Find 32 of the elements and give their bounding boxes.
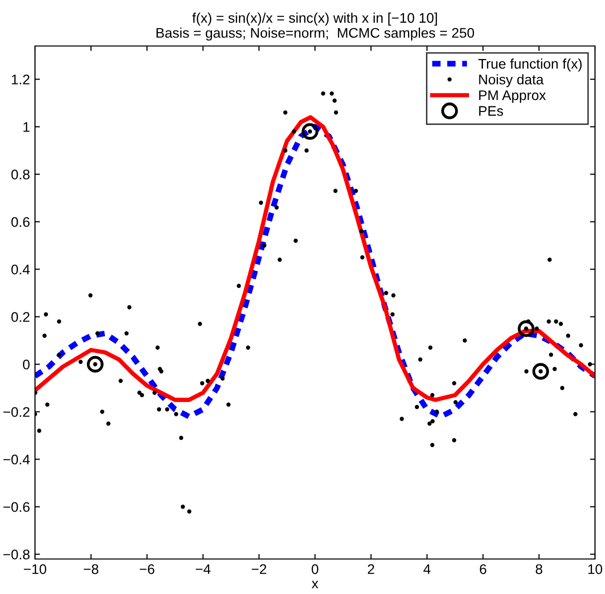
x-axis-title: x	[312, 580, 318, 588]
x-tick-label: 4	[423, 564, 430, 574]
y-tick-label: 0.2	[11, 312, 30, 322]
legend-label: True function f(x)	[478, 58, 582, 72]
legend-label: Noisy data	[479, 74, 544, 88]
legend-label: PEs	[479, 106, 504, 116]
chart-title: f(x) = sin(x)/x = sinc(x) with x in [−10 10]	[192, 12, 437, 26]
legend-label: PM Approx	[479, 90, 546, 103]
x-tick-label: 10	[588, 564, 602, 574]
x-tick-label: −8	[84, 564, 98, 574]
y-tick-label: 0.8	[11, 170, 30, 180]
chart-subtitle: Basis = gauss; Noise=norm; MCMC samples = 250	[156, 28, 474, 41]
x-tick-label: 0	[312, 564, 318, 574]
y-tick-label: 0.6	[11, 217, 30, 227]
x-tick-label: −6	[140, 564, 154, 574]
x-tick-label: −10	[24, 564, 46, 574]
point	[86, 356, 104, 373]
y-tick-label: −0.6	[3, 502, 30, 512]
x-tick-label: 2	[368, 564, 374, 574]
y-tick-label: 1.2	[12, 74, 30, 84]
y-tick-label: −0.8	[3, 550, 30, 560]
x-tick-label: −4	[196, 564, 211, 574]
point	[532, 363, 550, 380]
y-tick-label: 0	[22, 360, 30, 370]
y-tick-label: −0.4	[3, 454, 30, 464]
y-tick-label: −0.2	[3, 407, 30, 417]
point	[518, 320, 534, 337]
x-tick-label: −2	[252, 564, 266, 574]
x-tick-label: 6	[480, 564, 486, 574]
x-tick-label: 8	[536, 564, 542, 574]
y-tick-label: 0.4	[11, 264, 30, 274]
y-tick-label: 1	[23, 122, 30, 132]
